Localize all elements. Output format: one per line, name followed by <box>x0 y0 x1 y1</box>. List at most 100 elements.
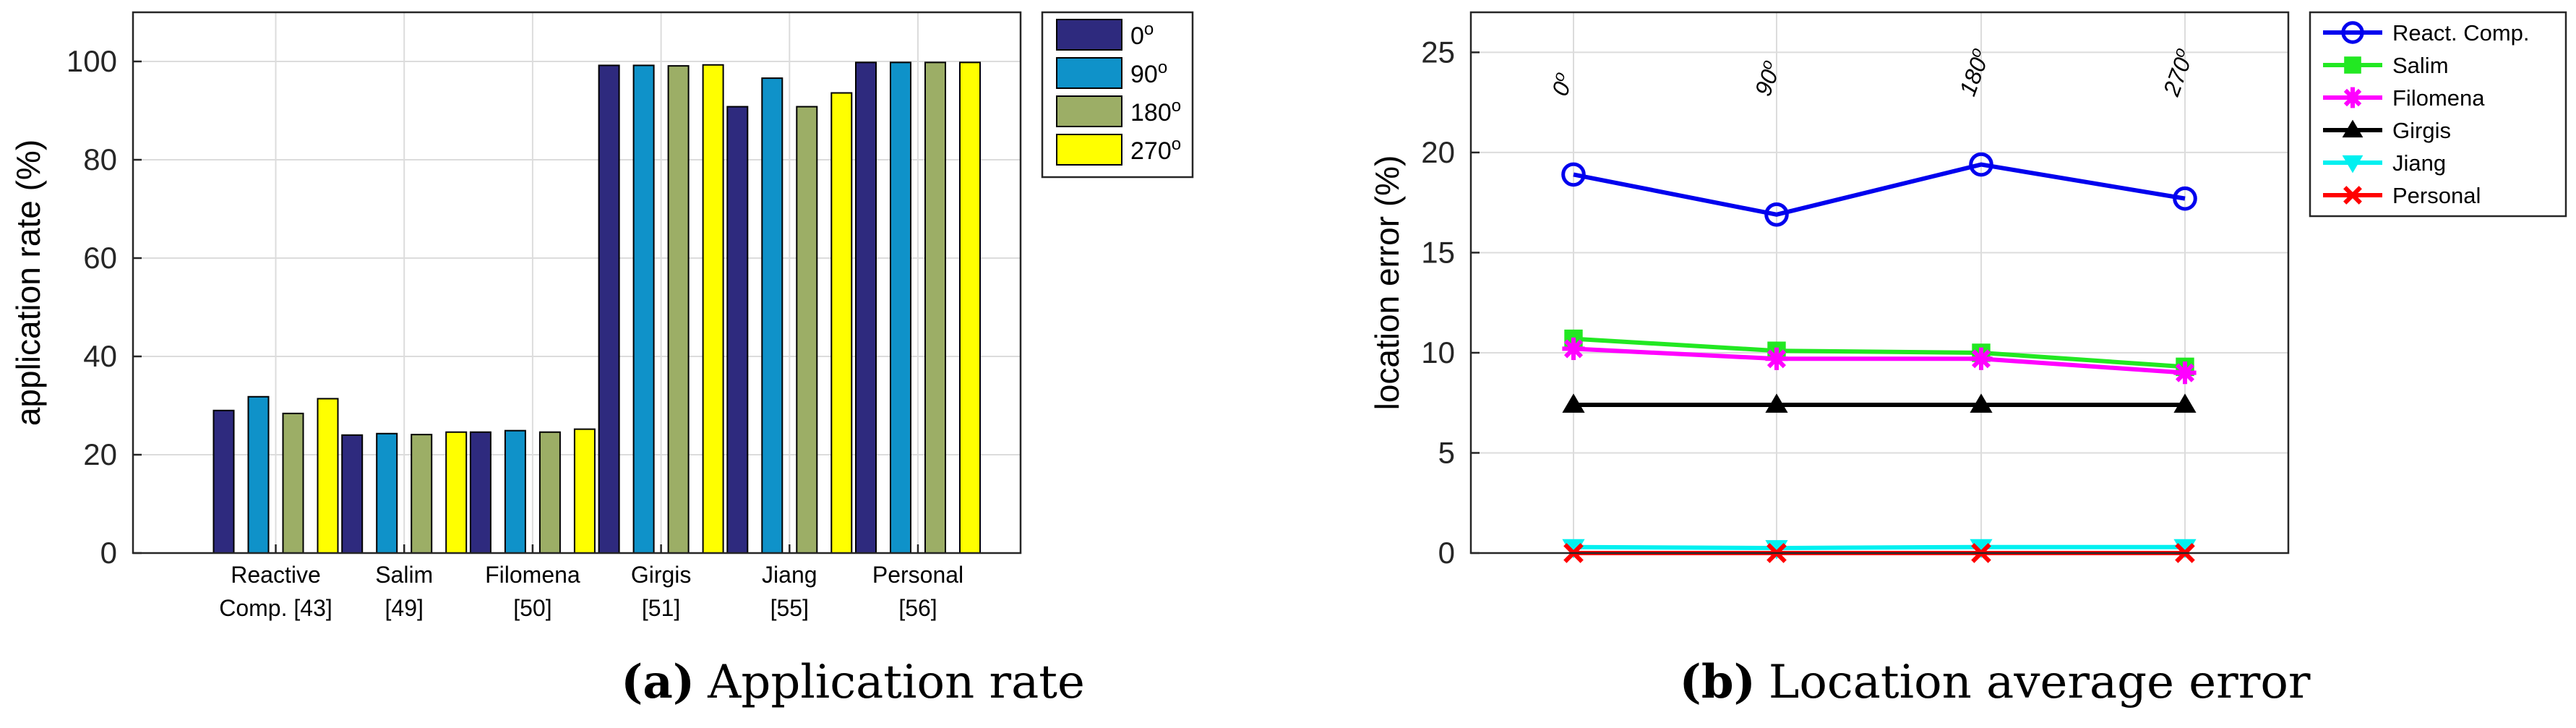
y-axis-label: application rate (%) <box>9 140 47 426</box>
legend-label: 0o <box>1130 20 1154 51</box>
legend-label: 270o <box>1130 134 1181 166</box>
legend-label: 180o <box>1130 96 1181 127</box>
bar <box>890 61 911 554</box>
category-label: Reactive <box>231 562 321 588</box>
bar <box>761 77 783 554</box>
degree-superscript: o <box>1172 134 1181 154</box>
marker <box>1561 162 1586 187</box>
marker <box>1765 393 1788 413</box>
marker <box>1562 539 1585 559</box>
grid-lines <box>133 12 1021 554</box>
bar <box>445 431 468 554</box>
caption-a: (a) Application rate <box>621 655 1085 709</box>
marker <box>2173 393 2197 413</box>
series-line <box>1573 544 2185 551</box>
bar <box>632 64 655 554</box>
y-axis-label: location error (%) <box>1368 155 1406 411</box>
y-tick-label: 15 <box>1421 235 1455 269</box>
marker <box>1764 202 1789 227</box>
marker <box>1970 539 1993 559</box>
legend-label: React. Comp. <box>2392 20 2530 46</box>
y-tick-label: 20 <box>1421 135 1455 169</box>
y-ticks: 0 20 40 60 80 100 <box>66 44 142 570</box>
angle-annotation: 180o <box>1952 45 1995 99</box>
bar <box>212 409 235 554</box>
marker <box>2343 186 2362 205</box>
plot-frame <box>132 11 1022 554</box>
bar <box>598 64 620 554</box>
legend-label: Salim <box>2392 53 2449 78</box>
marker <box>1969 152 1993 177</box>
series <box>1562 393 2197 413</box>
bar <box>282 412 304 554</box>
legend-label: 90o <box>1130 58 1167 89</box>
category-label: Jiang <box>762 562 817 588</box>
degree-superscript: o <box>1144 20 1154 39</box>
y-tick-label: 60 <box>83 241 117 275</box>
y-tick-label: 10 <box>1421 335 1455 369</box>
caption-b: (b) Location average error <box>1680 655 2311 709</box>
marker <box>2341 21 2364 44</box>
series-line <box>1573 346 2186 375</box>
legend-entry: Girgis <box>2323 118 2451 143</box>
series <box>1562 539 2197 560</box>
category-label: [49] <box>385 595 424 621</box>
series-lines <box>1561 152 2197 563</box>
y-tick-label: 40 <box>83 339 117 373</box>
category-label: [55] <box>770 595 809 621</box>
degree-superscript: o <box>1172 96 1181 116</box>
bar <box>796 106 818 554</box>
bar <box>573 428 596 554</box>
legend: React. Comp. Salim Filomena Girgis Jiang Pers… <box>2309 11 2567 218</box>
bar <box>469 431 491 554</box>
degree-superscript: o <box>1158 58 1167 77</box>
bars <box>212 61 981 554</box>
y-tick-label: 5 <box>1438 435 1455 469</box>
caption-a-text: Application rate <box>707 656 1085 709</box>
y-tick-label: 0 <box>100 536 117 570</box>
category-label: [56] <box>898 595 937 621</box>
category-label: Personal <box>872 562 963 588</box>
category-label: Girgis <box>631 562 692 588</box>
bar <box>247 395 270 554</box>
bar <box>830 92 853 554</box>
bar <box>667 65 690 554</box>
bar <box>924 61 946 554</box>
bar <box>726 106 749 554</box>
bar <box>376 432 398 554</box>
legend: 0o 90o 180o 270o <box>1041 11 1194 179</box>
series <box>1561 152 2197 227</box>
category-label: Salim <box>375 562 433 588</box>
category-label: [50] <box>513 595 551 621</box>
marker <box>1562 393 1585 413</box>
marker <box>1970 393 1993 413</box>
legend-label: Personal <box>2392 183 2481 208</box>
angle-annotation: 90o <box>1747 57 1785 99</box>
y-tick-label: 0 <box>1438 536 1455 570</box>
bar <box>317 398 339 554</box>
y-tick-label: 25 <box>1421 35 1455 69</box>
application-rate-chart: 0 20 40 60 80 100 Reactive Comp. [43] Salim [49]… <box>9 11 1194 709</box>
series <box>1562 337 2197 385</box>
marker <box>2173 186 2197 211</box>
marker <box>2344 56 2361 74</box>
legend-swatch <box>1056 134 1122 166</box>
legend-box <box>2309 11 2567 218</box>
legend-swatch <box>1056 57 1122 89</box>
legend-swatch <box>1056 19 1122 51</box>
y-tick-label: 80 <box>83 142 117 176</box>
legend-entry: Personal <box>2323 183 2481 208</box>
y-tick-label: 20 <box>83 437 117 471</box>
marker <box>2342 119 2364 138</box>
bar <box>538 431 561 554</box>
marker <box>2342 155 2364 174</box>
angle-annotation: 270o <box>2155 45 2199 100</box>
legend-entry: React. Comp. <box>2323 20 2530 46</box>
legend-label: Girgis <box>2392 118 2451 143</box>
legend-swatch <box>1056 95 1122 127</box>
bar <box>504 429 526 554</box>
plot-frame <box>1469 11 2290 554</box>
